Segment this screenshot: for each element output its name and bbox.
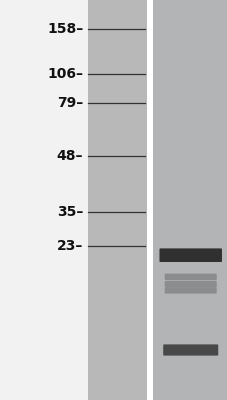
FancyBboxPatch shape — [163, 344, 217, 356]
Text: 106–: 106– — [47, 67, 83, 81]
Text: 48–: 48– — [57, 149, 83, 163]
Text: 35–: 35– — [57, 205, 83, 219]
Text: 79–: 79– — [57, 96, 83, 110]
Text: 23–: 23– — [57, 239, 83, 253]
FancyBboxPatch shape — [164, 287, 216, 294]
Bar — [0, 0, 87, 400]
Bar — [153, 0, 227, 400]
FancyBboxPatch shape — [164, 274, 216, 280]
Bar — [87, 0, 146, 400]
Text: 158–: 158– — [47, 22, 83, 36]
FancyBboxPatch shape — [164, 281, 216, 287]
FancyBboxPatch shape — [159, 248, 221, 262]
Bar — [146, 0, 153, 400]
